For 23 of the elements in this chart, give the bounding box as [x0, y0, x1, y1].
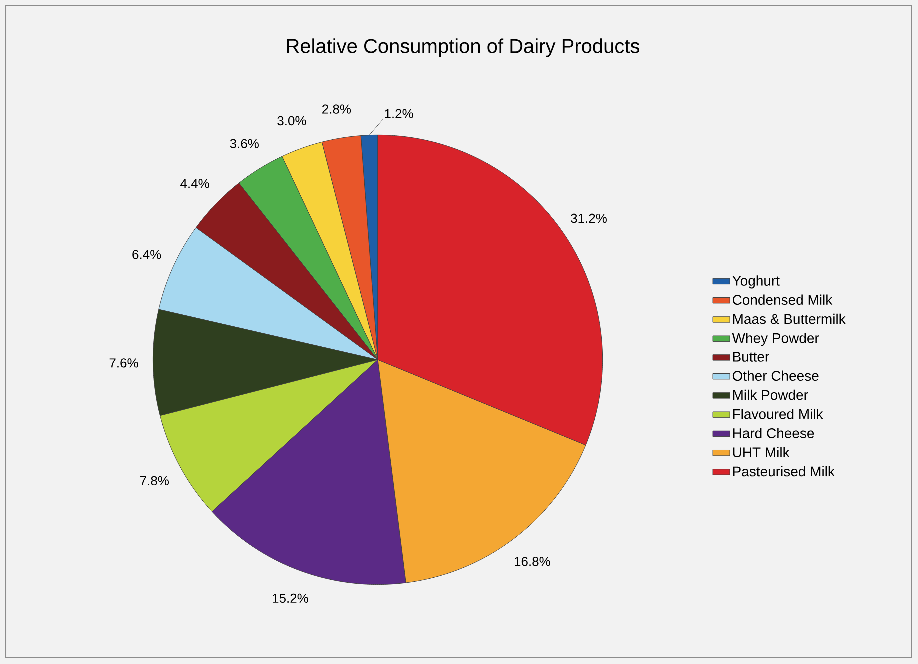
legend-label: Hard Cheese: [733, 428, 814, 438]
data-label: 3.0%: [278, 116, 306, 126]
data-label: 2.8%: [322, 104, 352, 114]
data-label: 7.8%: [140, 476, 169, 486]
legend-label: Butter: [733, 352, 770, 362]
legend-label: Condensed Milk: [732, 294, 833, 306]
legend-label: Pasteurised Milk: [733, 466, 835, 477]
data-label: 6.4%: [132, 250, 162, 260]
legend-label: Whey Powder: [732, 333, 820, 346]
legend-label: Maas & Buttermilk: [733, 314, 846, 324]
legend-label: Milk Powder: [733, 390, 808, 400]
legend-label: Other Cheese: [732, 370, 819, 382]
data-label: 4.4%: [180, 179, 210, 188]
legend-label: Yoghurt: [732, 276, 780, 289]
data-label: 1.2%: [385, 109, 414, 118]
legend-label: UHT Milk: [733, 447, 790, 458]
data-label: 16.8%: [515, 557, 550, 566]
data-label: 31.2%: [571, 214, 607, 224]
legend-label: Flavoured Milk: [733, 409, 824, 420]
chart-title: Relative Consumption of Dairy Products: [287, 38, 640, 58]
data-label: 3.6%: [230, 139, 259, 148]
data-label: 15.2%: [273, 594, 308, 604]
data-label: 7.6%: [110, 358, 138, 368]
